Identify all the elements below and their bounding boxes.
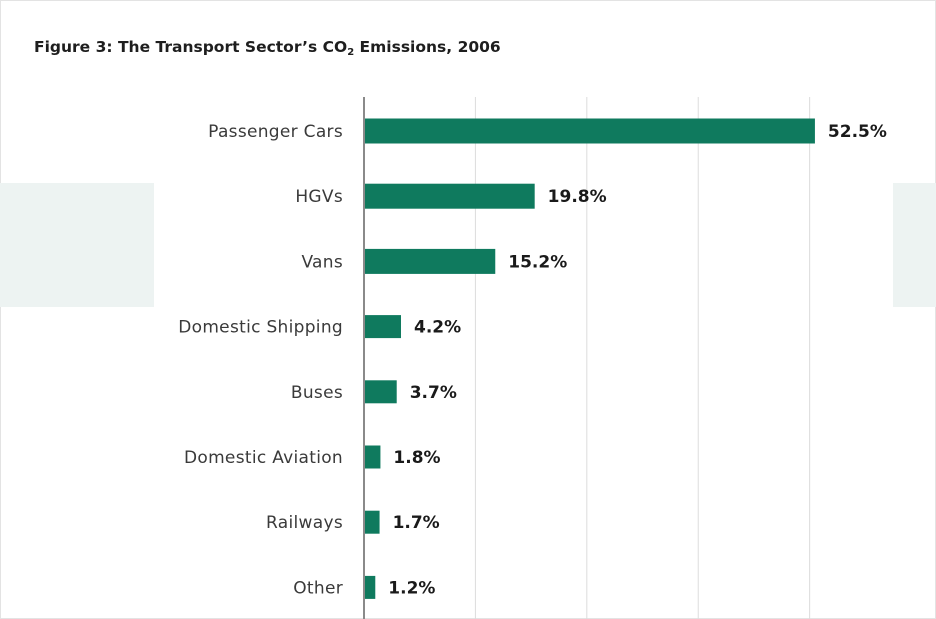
chart-title-suffix: Emissions, 2006 [354,38,501,56]
category-label: Domestic Shipping [178,318,343,338]
bar [365,183,535,209]
bar [365,380,397,404]
data-label: 1.2% [388,578,435,598]
category-label: Other [293,578,343,598]
category-label: Buses [291,383,343,403]
category-label: Passenger Cars [208,122,343,142]
data-label: 3.7% [410,383,457,403]
category-label: Railways [266,513,343,533]
data-label: 1.7% [393,513,440,533]
bar [365,118,815,144]
chart-title: Figure 3: The Transport Sector’s CO2 Emi… [34,38,501,58]
bar [365,315,401,339]
category-label: Vans [301,252,343,272]
data-label: 1.8% [393,448,440,468]
background-band-left [0,183,154,307]
category-label: Domestic Aviation [184,448,343,468]
data-label: 4.2% [414,318,461,338]
data-label: 15.2% [508,252,567,272]
bar [365,575,376,599]
bar [365,445,381,469]
chart-title-subscript: 2 [347,47,355,58]
bar [365,248,496,274]
background-band-right [893,183,936,307]
chart-title-prefix: Figure 3: The Transport Sector’s CO [34,38,348,56]
bar [365,510,380,534]
data-label: 19.8% [548,187,607,207]
data-label: 52.5% [828,122,887,142]
category-label: HGVs [295,187,343,207]
